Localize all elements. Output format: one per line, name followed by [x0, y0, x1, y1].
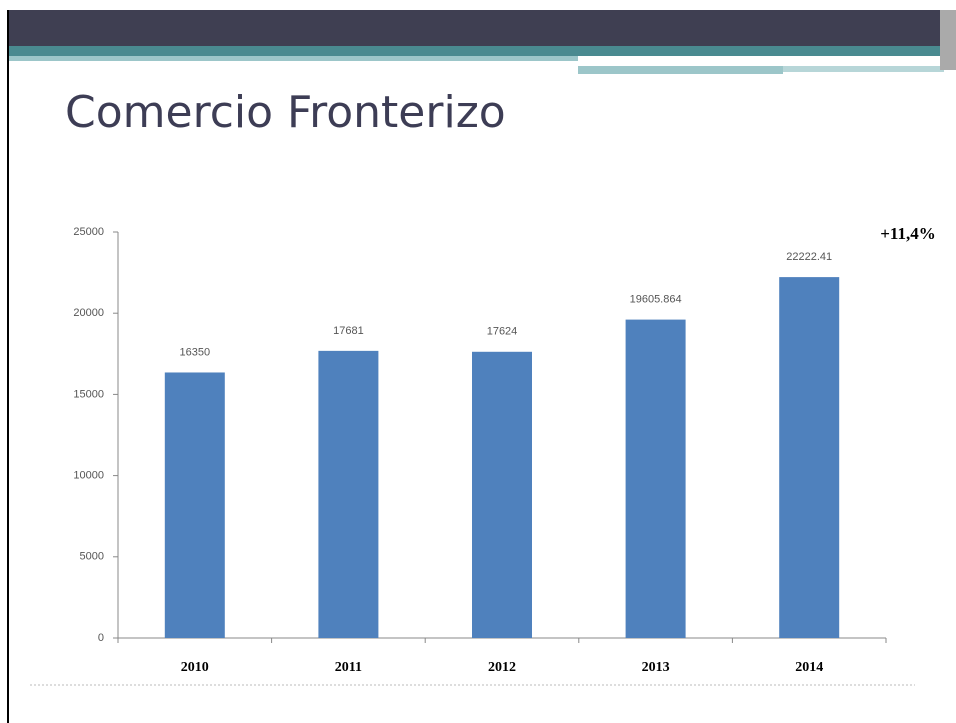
value-label: 17624 — [487, 326, 518, 338]
y-tick-label: 5000 — [80, 551, 104, 563]
y-tick-label: 15000 — [73, 388, 104, 400]
annotation: +11,4% — [880, 224, 936, 243]
bar — [472, 351, 532, 638]
x-tick-label: 2013 — [642, 660, 670, 675]
x-tick-label: 2014 — [795, 660, 823, 675]
bar — [779, 277, 840, 638]
y-tick-label: 25000 — [73, 226, 104, 238]
y-tick-label: 10000 — [73, 470, 104, 482]
value-label: 19605.864 — [630, 294, 682, 306]
value-label: 17681 — [333, 325, 364, 337]
header-stripe — [578, 66, 783, 74]
edge — [940, 10, 956, 70]
header-band — [8, 10, 944, 46]
chart-title: Comercio Fronterizo — [65, 87, 506, 138]
header-line — [578, 60, 944, 64]
bar — [318, 350, 379, 638]
header-stripe — [8, 46, 944, 56]
value-label: 22222.41 — [786, 251, 832, 263]
bar — [625, 319, 686, 638]
x-tick-label: 2010 — [181, 660, 209, 675]
x-tick-label: 2012 — [488, 660, 516, 675]
value-label: 16350 — [180, 346, 211, 358]
x-tick-label: 2011 — [335, 660, 362, 675]
chart: 0 5000 10000 15000 20000 25000 2010 16350 2011 17… — [73, 226, 887, 675]
header-stripe — [8, 56, 578, 61]
header-stripe — [783, 66, 944, 72]
y-tick-label: 20000 — [73, 307, 104, 319]
y-tick-label: 0 — [98, 632, 104, 644]
bar — [164, 372, 225, 638]
